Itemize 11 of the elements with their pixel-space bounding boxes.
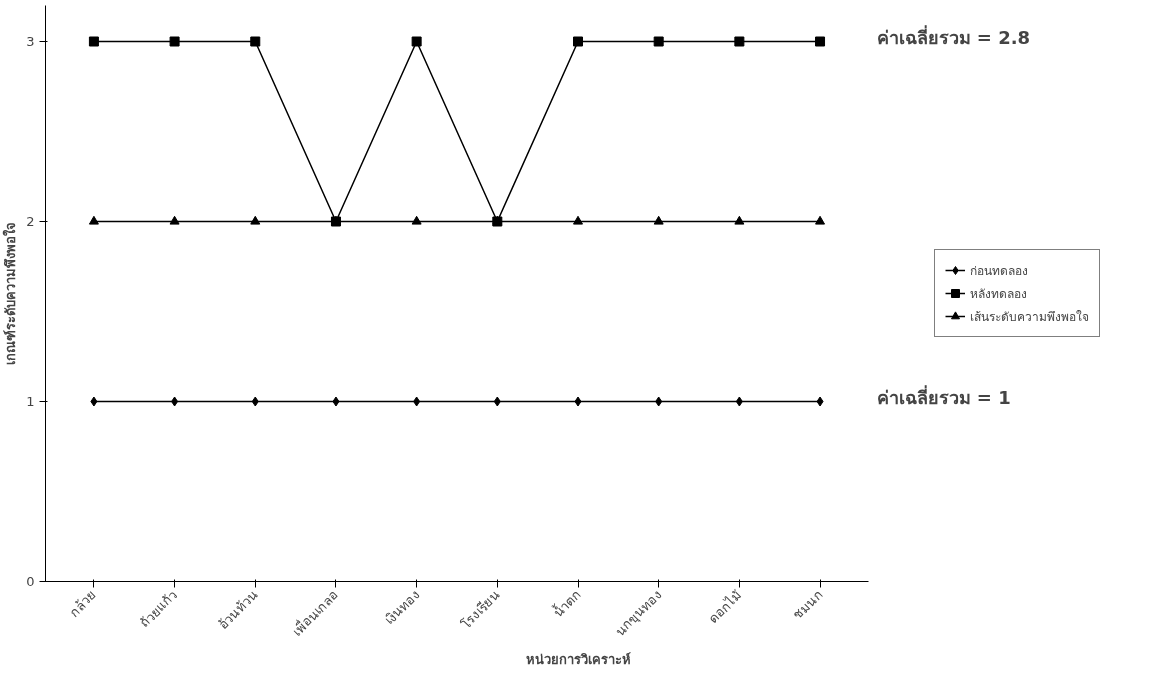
y-tick-label: 1 [26,394,35,409]
text: ค่าเฉลี่ยรวม = 2.8 [876,25,1031,49]
y-tick-label: 3 [26,34,35,49]
legend-label: เส้นระดับความพึงพอใจ [970,308,1089,326]
y-tick-label: 2 [26,214,35,229]
legend-label: ก่อนทดลอง [970,262,1028,280]
y-axis-title: เกณฑ์ระดับความพึงพอใจ [2,222,19,365]
x-axis-title: หน่วยการวิเคราะห์ [525,652,631,668]
y-tick-label: 0 [26,574,35,589]
legend-label: หลังทดลอง [970,285,1027,303]
text: ค่าเฉลี่ยรวม = 1 [876,385,1011,409]
